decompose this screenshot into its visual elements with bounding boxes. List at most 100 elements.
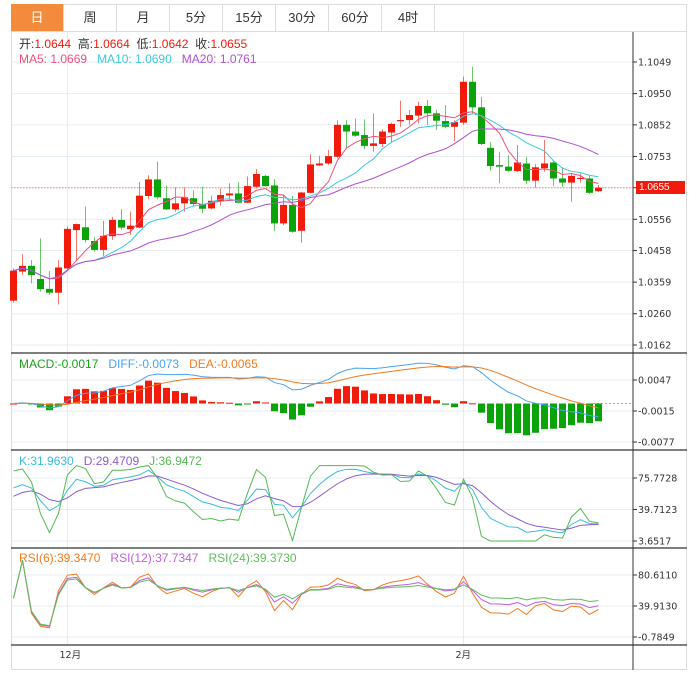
candle-body (433, 113, 440, 121)
macd-bar (433, 400, 440, 404)
candle-body (298, 192, 305, 231)
macd-bar (460, 401, 467, 404)
candle-body (154, 179, 161, 198)
d-value: D:29.4709 (83, 454, 140, 468)
indicator-axis-label: 75.7728 (638, 474, 677, 485)
candle-body (217, 195, 224, 202)
candle-body (568, 175, 575, 183)
macd-bar (541, 403, 548, 430)
rsi6-value: RSI(6):39.3470 (19, 551, 101, 565)
candle (487, 141, 494, 171)
macd-bar (199, 400, 206, 404)
candle (523, 156, 530, 184)
macd-value: MACD:-0.0017 (19, 357, 99, 371)
tab-15min[interactable]: 15分 (223, 4, 276, 31)
j-line (13, 464, 599, 543)
candle-body (361, 135, 368, 146)
candle-body (370, 143, 377, 146)
candle-body (406, 114, 413, 121)
candle-body (424, 106, 431, 114)
macd-bar (145, 380, 152, 404)
candle (532, 164, 539, 188)
candle-body (37, 278, 44, 290)
low-value: 1.0642 (151, 37, 189, 51)
macd-bar (496, 403, 503, 430)
candle (10, 268, 17, 303)
macd-bar (244, 403, 251, 405)
candle (469, 66, 476, 114)
rsi12-line (13, 560, 599, 627)
macd-bar (523, 403, 530, 436)
price-axis-label: 1.0950 (638, 89, 671, 100)
tab-day[interactable]: 日 (11, 4, 64, 31)
chart-frame (11, 4, 687, 670)
tab-5min[interactable]: 5分 (170, 4, 223, 31)
macd-bar (451, 403, 458, 408)
macd-bar (172, 391, 179, 404)
macd-bar (370, 393, 377, 404)
candle-body (226, 193, 233, 196)
macd-bar (64, 396, 71, 404)
candle (19, 254, 26, 276)
price-axis-label: 1.0458 (638, 246, 671, 257)
candle (280, 195, 287, 226)
macd-bar (325, 397, 332, 404)
candle (325, 150, 332, 166)
candle (307, 154, 314, 194)
candle (262, 174, 269, 187)
macd-bar (271, 403, 278, 412)
macd-bar (298, 403, 305, 416)
high-value: 1.0664 (93, 37, 130, 51)
tab-month[interactable]: 月 (117, 4, 170, 31)
open-value: 1.0644 (34, 37, 72, 51)
low-label: 低: (136, 37, 152, 51)
price-axis-label: 1.0753 (638, 152, 671, 163)
candle (109, 216, 116, 241)
diff-line (13, 362, 599, 418)
ma20-value: MA20: 1.0761 (181, 52, 257, 66)
macd-bar (442, 403, 449, 405)
candle-body (343, 124, 350, 132)
candle-body (190, 198, 197, 204)
candle (217, 188, 224, 206)
j-value: J:36.9472 (149, 454, 202, 468)
candle-body (163, 198, 170, 210)
candle-body (172, 203, 179, 210)
candle (406, 109, 413, 125)
candle (190, 189, 197, 207)
tab-4hour[interactable]: 4时 (382, 4, 435, 31)
indicator-axis-label: 80.6110 (638, 571, 677, 582)
candle (496, 151, 503, 184)
macd-bar (514, 403, 521, 433)
period-tabs: 日 周 月 5分 15分 30分 60分 4时 (11, 4, 687, 32)
close-label: 收: (195, 37, 211, 51)
candle (505, 155, 512, 172)
candle-body (397, 120, 404, 122)
d-line (13, 473, 599, 531)
tab-30min[interactable]: 30分 (276, 4, 329, 31)
candle (100, 220, 107, 256)
candle (316, 155, 323, 167)
candle (73, 223, 80, 261)
candle-body (586, 178, 593, 193)
macd-bar (469, 403, 476, 405)
candle-body (46, 288, 53, 293)
macd-bar (334, 388, 341, 404)
candle-body (253, 173, 260, 187)
candle-body (100, 235, 107, 250)
tab-week[interactable]: 周 (64, 4, 117, 31)
candle-body (559, 178, 566, 183)
ma5-value: MA5: 1.0669 (19, 52, 88, 66)
macd-bar (154, 382, 161, 404)
candle-body (487, 147, 494, 167)
macd-bar (82, 388, 89, 404)
macd-bar (46, 403, 53, 411)
tab-60min[interactable]: 60分 (329, 4, 382, 31)
candle (271, 179, 278, 232)
macd-bar (397, 394, 404, 404)
ma5-line (13, 111, 599, 280)
candle (415, 101, 422, 124)
macd-bar (208, 401, 215, 404)
close-value: 1.0655 (210, 37, 248, 51)
